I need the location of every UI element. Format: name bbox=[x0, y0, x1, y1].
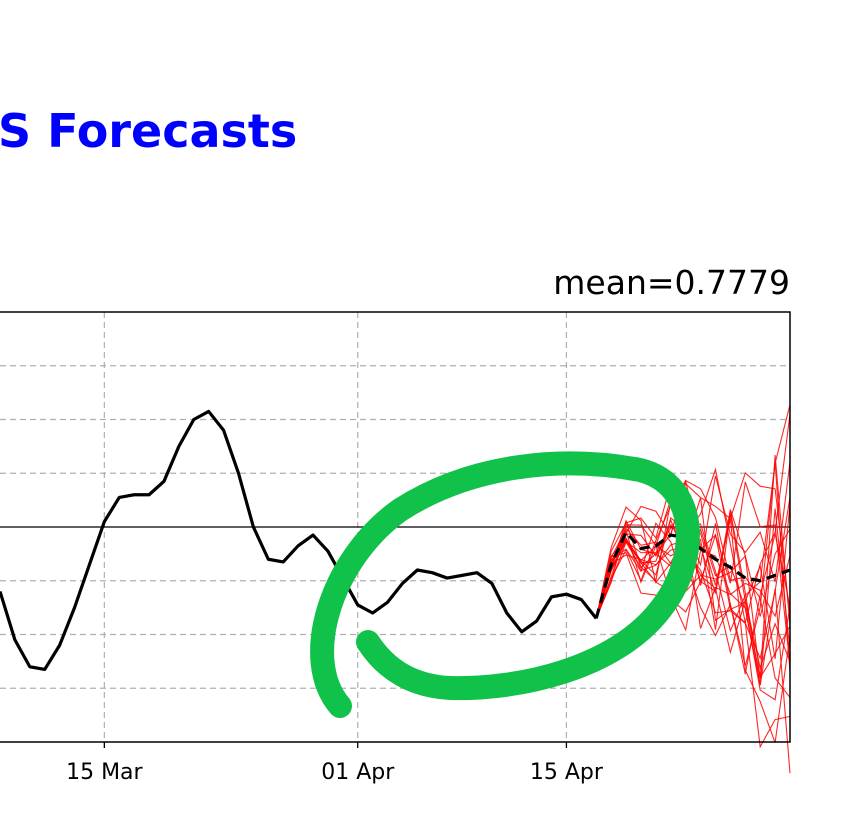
plot-frame bbox=[0, 311, 791, 743]
page-title: S Forecasts bbox=[0, 104, 298, 158]
x-tick-label: 01 Apr bbox=[321, 760, 395, 785]
ensemble-member-line bbox=[595, 522, 791, 670]
ensemble-member-line bbox=[595, 472, 791, 619]
observed-line bbox=[0, 409, 598, 672]
chart-mean-label: mean=0.7779 bbox=[553, 263, 790, 302]
observed-series bbox=[0, 409, 598, 672]
ensemble-member-line bbox=[595, 462, 791, 673]
ensemble-member-line bbox=[595, 509, 791, 619]
annotation-layer bbox=[310, 451, 700, 718]
x-axis-ticks: 15 Mar 01 Apr 15 Apr bbox=[66, 742, 604, 785]
ensemble-mean-line bbox=[594, 529, 791, 619]
ensemble-member-line bbox=[595, 479, 791, 698]
x-tick-label: 15 Mar bbox=[66, 760, 143, 785]
x-tick-label: 15 Apr bbox=[530, 760, 604, 785]
plot-border bbox=[0, 311, 791, 743]
green-circle-annotation bbox=[310, 451, 700, 718]
ensemble-mean-series bbox=[594, 529, 791, 619]
